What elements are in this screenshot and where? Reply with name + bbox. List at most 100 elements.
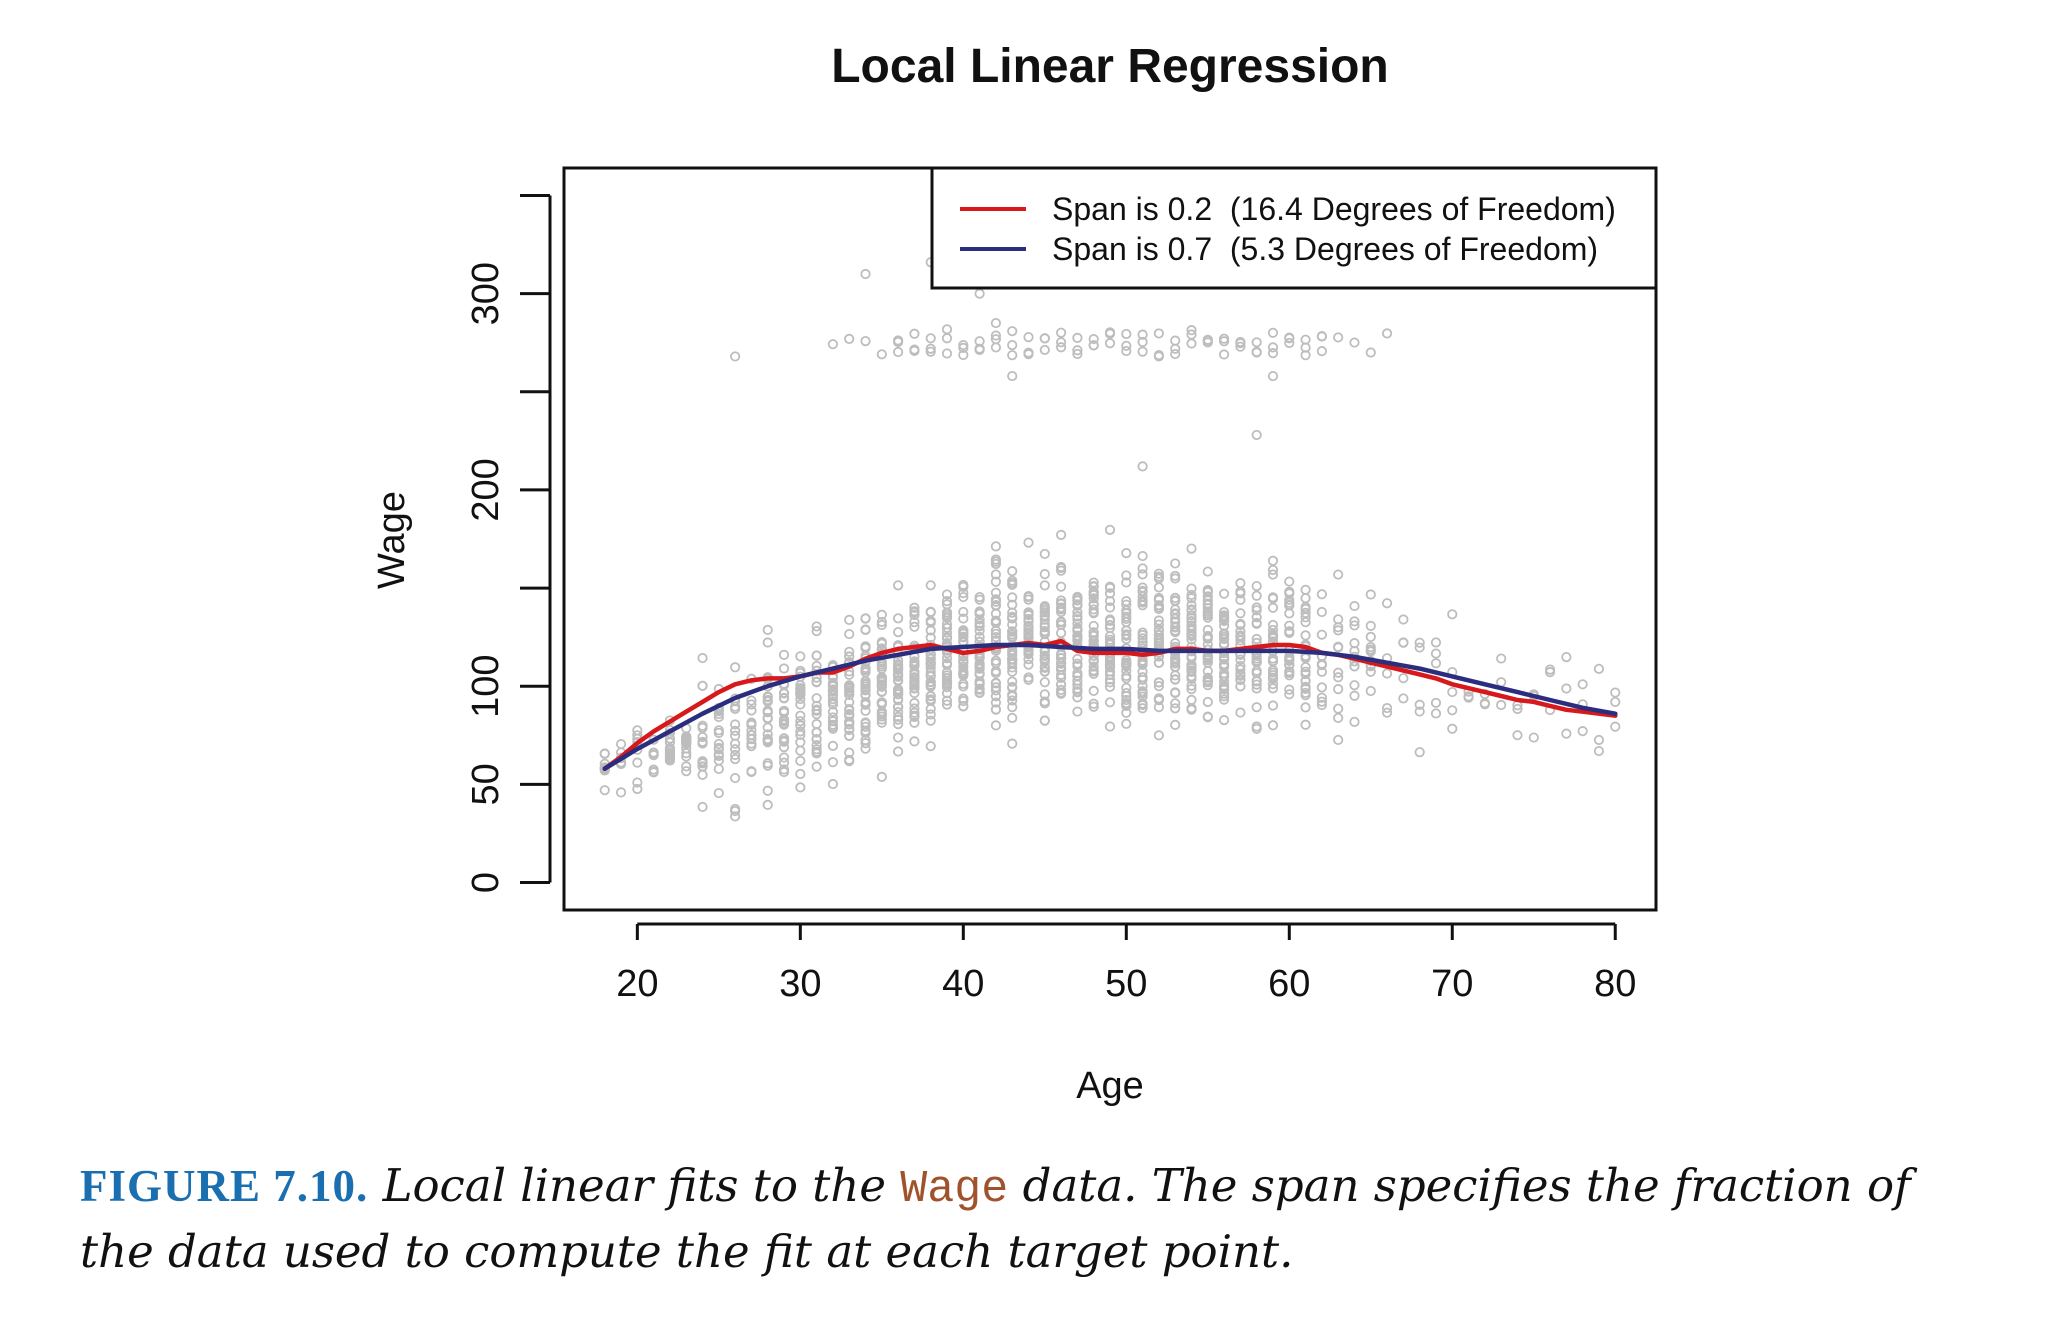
scatter-point	[1056, 327, 1067, 338]
scatter-point	[1170, 570, 1181, 582]
fit-line-span-0-2	[602, 638, 1618, 771]
scatter-point	[778, 766, 790, 778]
scatter-point	[1235, 654, 1246, 665]
scatter-point	[1414, 637, 1425, 648]
scatter-point	[1039, 344, 1050, 356]
scatter-point	[925, 715, 936, 726]
scatter-point	[730, 753, 741, 765]
scatter-point	[1072, 332, 1083, 343]
scatter-point	[860, 699, 871, 710]
scatter-point	[941, 688, 953, 699]
scatter-point	[1430, 658, 1442, 669]
scatter-point	[730, 725, 741, 736]
scatter-point	[1186, 634, 1197, 645]
scatter-point	[958, 668, 969, 679]
scatter-point	[811, 748, 822, 759]
scatter-point	[1153, 657, 1164, 668]
scatter-point	[811, 676, 822, 688]
scatter-point	[990, 697, 1002, 708]
scatter-point	[1235, 630, 1246, 641]
scatter-point	[1218, 715, 1230, 726]
scatter-point	[1202, 608, 1213, 619]
scatter-point	[925, 333, 936, 344]
scatter-point	[599, 748, 610, 759]
scatter-point	[1267, 630, 1279, 641]
scatter-point	[1267, 667, 1279, 678]
scatter-point	[746, 719, 757, 730]
scatter-point	[990, 317, 1002, 329]
scatter-point	[1104, 697, 1116, 708]
scatter-point	[941, 675, 953, 686]
scatter-point	[1349, 690, 1360, 701]
scatter-point	[1251, 683, 1262, 694]
scatter-point	[1365, 666, 1376, 677]
scatter-point	[730, 811, 741, 822]
scatter-point	[1137, 666, 1148, 677]
scatter-point	[713, 755, 724, 766]
scatter-point	[860, 642, 871, 653]
scatter-point	[1251, 580, 1262, 592]
scatter-point	[1398, 673, 1409, 684]
scatter-point	[925, 653, 936, 664]
scatter-point	[730, 351, 741, 362]
scatter-point	[1088, 340, 1099, 351]
scatter-point	[1365, 620, 1376, 631]
scatter-point	[876, 771, 887, 782]
scatter-point	[778, 752, 790, 763]
scatter-point	[1349, 680, 1360, 691]
scatter-point	[1267, 327, 1279, 338]
scatter-point	[844, 756, 855, 767]
scatter-point	[1072, 624, 1083, 635]
scatter-point	[1153, 568, 1164, 579]
scatter-point	[827, 740, 839, 751]
scatter-point	[1235, 618, 1246, 630]
scatter-point	[1365, 685, 1376, 697]
scatter-point	[1398, 693, 1409, 704]
scatter-point	[697, 737, 708, 749]
scatter-point	[1170, 343, 1181, 354]
scatter-point	[893, 732, 904, 743]
scatter-point	[811, 709, 822, 720]
scatter-point	[1072, 670, 1083, 681]
scatter-point	[1202, 584, 1213, 596]
scatter-point	[1023, 648, 1034, 659]
scatter-point	[681, 761, 692, 772]
scatter-point	[1121, 630, 1132, 641]
scatter-point	[1088, 598, 1099, 609]
scatter-point	[1007, 647, 1018, 658]
scatter-point	[730, 719, 741, 730]
fit-line-span-0-7	[602, 642, 1618, 771]
scatter-point	[1104, 674, 1116, 685]
scatter-point	[1235, 586, 1246, 597]
scatter-point	[893, 662, 904, 674]
scatter-point	[1170, 621, 1181, 632]
scatter-point	[1121, 718, 1132, 729]
scatter-point	[746, 695, 757, 706]
scatter-point	[1186, 325, 1197, 336]
y-tick-label: 0	[465, 872, 507, 893]
scatter-point	[941, 627, 953, 638]
scatter-point	[1349, 616, 1360, 627]
scatter-point	[681, 731, 692, 742]
scatter-point	[909, 710, 920, 721]
scatter-point	[925, 656, 936, 667]
scatter-point	[1088, 581, 1099, 592]
scatter-point	[974, 594, 985, 605]
scatter-point	[1186, 694, 1197, 705]
scatter-point	[1333, 622, 1344, 633]
scatter-point	[795, 693, 806, 705]
scatter-point	[664, 747, 676, 759]
scatter-point	[1284, 660, 1295, 671]
scatter-point	[1316, 606, 1327, 618]
scatter-point	[746, 766, 757, 778]
scatter-point	[876, 717, 887, 728]
scatter-point	[860, 721, 871, 732]
figure-caption: FIGURE 7.10. Local linear fits to the Wa…	[80, 1155, 1980, 1283]
scatter-point	[827, 686, 839, 697]
scatter-point	[1170, 719, 1181, 730]
scatter-point	[1104, 681, 1116, 692]
scatter-point	[1235, 336, 1246, 348]
scatter-point	[1218, 612, 1230, 623]
scatter-point	[1202, 624, 1213, 636]
scatter-point	[974, 676, 985, 687]
